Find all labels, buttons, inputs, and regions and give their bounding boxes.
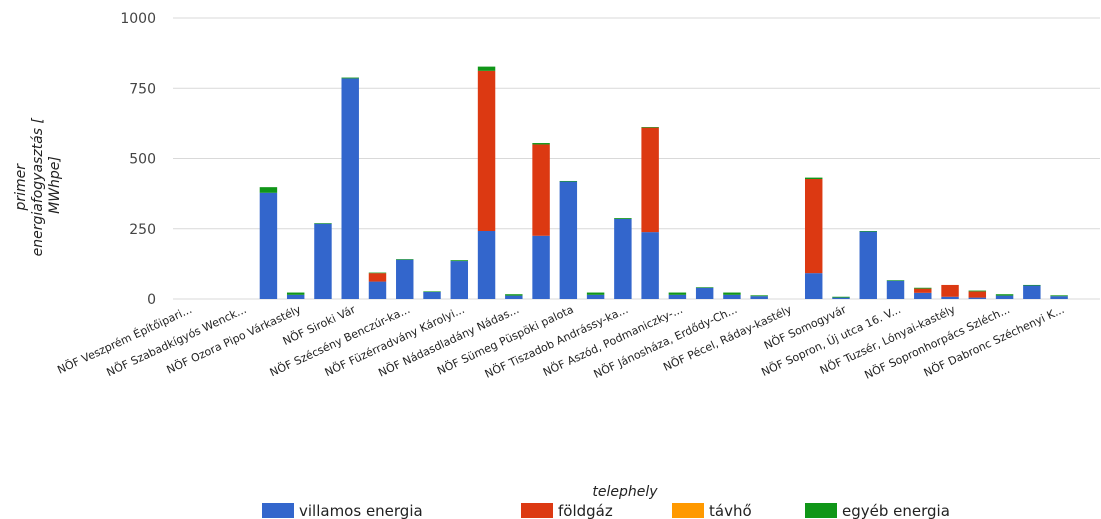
x-axis-ticks: NÖF Veszprém Építőipari...NÖF Szabadkígy…	[55, 303, 1066, 382]
bar-segment-egyéb-energia	[314, 223, 332, 224]
bar-segment-villamos-energia	[505, 295, 523, 299]
bar-segment-földgáz	[368, 273, 387, 282]
bar-segment-villamos-energia	[941, 296, 959, 299]
bar-segment-villamos-energia	[450, 261, 469, 299]
legend-label: egyéb energia	[842, 502, 950, 519]
bar-segment-egyéb-energia	[1023, 284, 1041, 286]
bar-segment-egyéb-energia	[1050, 295, 1068, 297]
legend-swatch	[672, 503, 704, 518]
bar-segment-villamos-energia	[532, 235, 550, 299]
bar-segment-egyéb-energia	[505, 294, 523, 296]
bar-segment-villamos-energia	[1023, 285, 1041, 299]
x-axis-title: telephely	[592, 484, 658, 500]
bar-segment-egyéb-energia	[368, 272, 387, 274]
bar-segment-földgáz	[968, 291, 987, 298]
bar-segment-egyéb-energia	[695, 287, 714, 288]
y-axis-ticks: 0 250 500 750 1000	[120, 11, 156, 308]
bar-segment-egyéb-energia	[641, 127, 659, 128]
bar-segment-egyéb-energia	[341, 77, 359, 79]
bar-segment-egyéb-energia	[668, 292, 687, 295]
bar-segment-villamos-energia	[314, 223, 332, 299]
bar-segment-villamos-energia	[423, 291, 441, 299]
bar-segment-egyéb-energia	[914, 287, 932, 289]
bar-segment-villamos-energia	[695, 287, 714, 299]
bar-segment-villamos-energia	[886, 280, 905, 299]
bar-segment-egyéb-energia	[423, 291, 441, 293]
bar-segment-egyéb-energia	[859, 230, 877, 232]
bar-segment-villamos-energia	[586, 294, 605, 299]
y-tick-label: 0	[147, 292, 156, 308]
bar-segment-villamos-energia	[368, 281, 387, 299]
bar-segment-egyéb-energia	[450, 260, 469, 262]
bar-segment-villamos-energia	[668, 294, 687, 299]
legend-swatch	[521, 503, 553, 518]
bar-segment-egyéb-energia	[968, 290, 987, 292]
y-tick-label: 500	[129, 152, 156, 168]
legend: villamos energia földgáz távhő egyéb energi…	[262, 502, 950, 519]
bar-segment-villamos-energia	[968, 297, 987, 299]
bar-segment-földgáz	[914, 288, 932, 293]
bar-segment-egyéb-energia	[396, 259, 414, 260]
bar-segment-villamos-energia	[1050, 296, 1068, 299]
bar-segment-villamos-energia	[641, 232, 659, 299]
gridlines	[173, 17, 1100, 300]
legend-label: villamos energia	[299, 502, 423, 519]
legend-swatch	[805, 503, 837, 518]
bar-segment-villamos-energia	[859, 231, 877, 299]
bar-segment-egyéb-energia	[532, 143, 550, 145]
bar-segment-egyéb-energia	[586, 292, 605, 295]
bar-segment-villamos-energia	[559, 181, 578, 299]
bar-segment-egyéb-energia	[723, 292, 741, 295]
bar-segment-villamos-energia	[396, 259, 414, 299]
legend-label: távhő	[709, 502, 752, 519]
bar-segment-villamos-energia	[723, 294, 741, 299]
bar-segment-villamos-energia	[286, 294, 305, 299]
bar-segment-egyéb-energia	[286, 292, 305, 295]
bar-segment-egyéb-energia	[804, 177, 823, 180]
bar-segment-villamos-energia	[832, 297, 850, 299]
legend-swatch	[262, 503, 294, 518]
y-axis-title: primer energiafogyasztás [ MWhpe]	[13, 114, 63, 257]
bar-segment-villamos-energia	[995, 295, 1014, 299]
bar-segment-egyéb-energia	[259, 187, 278, 193]
bar-segment-egyéb-energia	[614, 218, 632, 219]
bar-segment-egyéb-energia	[832, 296, 850, 298]
bar-segment-villamos-energia	[259, 192, 278, 299]
bar-segment-egyéb-energia	[559, 180, 578, 182]
bar-segment-villamos-energia	[614, 218, 632, 299]
bar-segment-egyéb-energia	[886, 280, 905, 281]
bar-segment-egyéb-energia	[995, 294, 1014, 296]
bar-segment-villamos-energia	[914, 292, 932, 299]
y-tick-label: 1000	[120, 11, 156, 27]
legend-label: földgáz	[558, 502, 613, 519]
bar-segment-földgáz	[804, 179, 823, 274]
bar-segment-földgáz	[532, 144, 550, 236]
bar-segment-villamos-energia	[477, 230, 496, 299]
y-tick-label: 750	[129, 81, 156, 97]
bar-segment-villamos-energia	[341, 78, 359, 299]
bar-segment-földgáz	[477, 70, 496, 231]
bar-segment-földgáz	[641, 127, 659, 233]
bar-segment-egyéb-energia	[477, 66, 496, 71]
bar-segment-villamos-energia	[804, 273, 823, 299]
bar-segment-egyéb-energia	[750, 295, 768, 297]
bar-segment-villamos-energia	[750, 296, 768, 299]
bar-segment-földgáz	[941, 284, 959, 297]
bars	[259, 66, 1068, 299]
y-tick-label: 250	[129, 222, 156, 238]
